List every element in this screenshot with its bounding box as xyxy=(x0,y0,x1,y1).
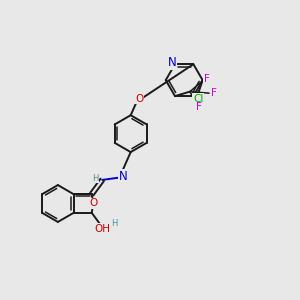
Text: Cl: Cl xyxy=(193,94,203,104)
Text: N: N xyxy=(168,56,176,69)
Text: H: H xyxy=(92,174,99,183)
Text: O: O xyxy=(89,199,98,208)
Text: F: F xyxy=(196,102,201,112)
Text: N: N xyxy=(118,169,127,183)
Text: H: H xyxy=(111,219,117,228)
Text: F: F xyxy=(204,74,210,84)
Text: OH: OH xyxy=(95,224,111,234)
Text: F: F xyxy=(211,88,217,98)
Text: O: O xyxy=(135,94,143,104)
